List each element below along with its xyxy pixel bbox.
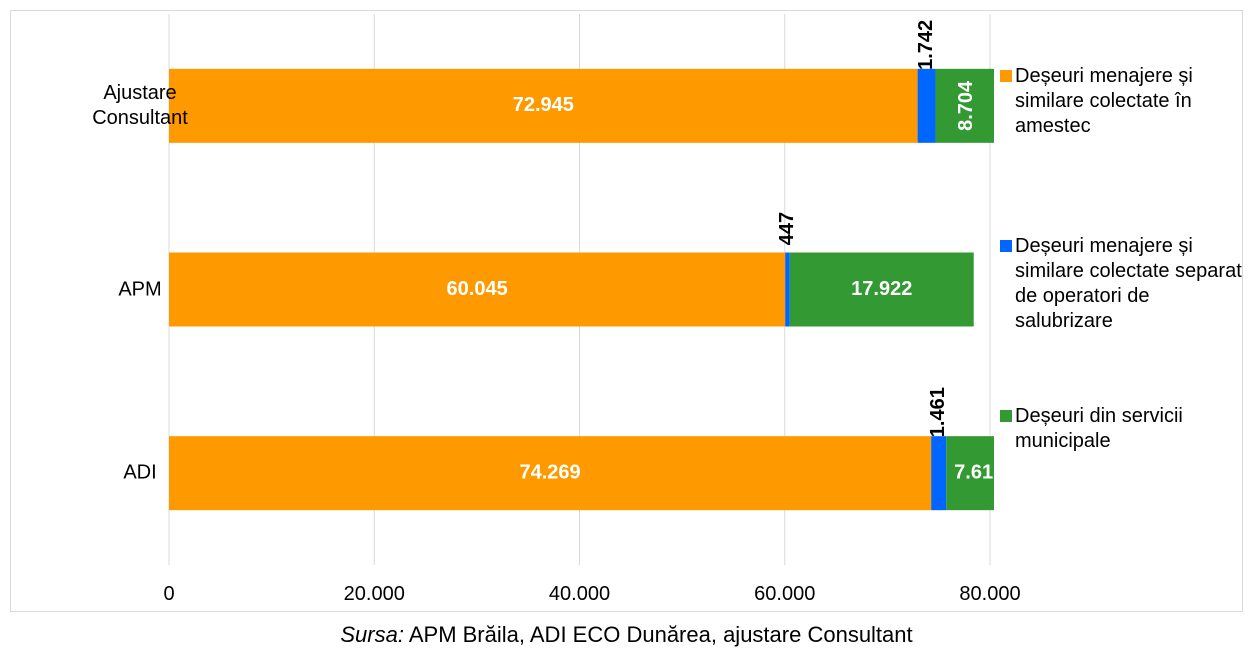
x-tick-label: 80.000 (959, 583, 1020, 605)
data-label-group: 72.945 (513, 94, 574, 116)
legend-item: Deșeuri menajere și similare colectate s… (1000, 234, 1250, 334)
source-text: APM Brăila, ADI ECO Dunărea, ajustare Co… (408, 622, 913, 647)
chart-border (10, 10, 1243, 612)
legend-swatch (1000, 410, 1012, 422)
bar-segment (169, 68, 918, 143)
data-label-group: 74.269 (520, 461, 581, 483)
data-label: 72.945 (513, 94, 574, 116)
source-label: Sursa: (340, 622, 404, 647)
data-label-group: 60.045 (447, 278, 508, 300)
data-label: 1.461 (927, 387, 949, 437)
bar-segment (917, 68, 936, 143)
x-tick-label: 0 (163, 583, 174, 605)
legend-label: Deșeuri din servicii municipale (1015, 405, 1183, 452)
bar-segment (169, 436, 932, 511)
data-label: 60.045 (447, 278, 508, 300)
data-label-group: 7.61 (954, 461, 993, 483)
bar-segment (785, 252, 790, 327)
bar-segment (931, 436, 947, 511)
category-label: APM (118, 278, 162, 300)
bar-segment (935, 68, 994, 143)
bar-segment (789, 252, 974, 327)
legend-item: Deșeuri menajere și similare colectate î… (1000, 64, 1250, 139)
data-label: 7.61 (954, 461, 993, 483)
data-label: 447 (776, 212, 798, 245)
category-label: Ajustare Consultant (92, 81, 188, 129)
source: Sursa: APM Brăila, ADI ECO Dunărea, ajus… (0, 622, 1253, 648)
data-label: 1.742 (915, 20, 937, 70)
x-tick-label: 60.000 (754, 583, 815, 605)
bar-segment (169, 252, 786, 327)
legend-label: Deșeuri menajere și similare colectate î… (1015, 65, 1193, 137)
legend-item: Deșeuri din servicii municipale (1000, 404, 1250, 454)
data-label-group: 17.922 (851, 278, 912, 300)
bar-segment (946, 436, 994, 511)
legend-swatch (1000, 240, 1012, 252)
data-label: 74.269 (520, 461, 581, 483)
legend-swatch (1000, 70, 1012, 82)
x-tick-label: 40.000 (549, 583, 610, 605)
x-tick-label: 20.000 (344, 583, 405, 605)
data-label: 17.922 (851, 278, 912, 300)
data-label: 8.704 (955, 80, 977, 131)
category-label: ADI (123, 461, 157, 484)
legend-label: Deșeuri menajere și similare colectate s… (1015, 235, 1242, 332)
